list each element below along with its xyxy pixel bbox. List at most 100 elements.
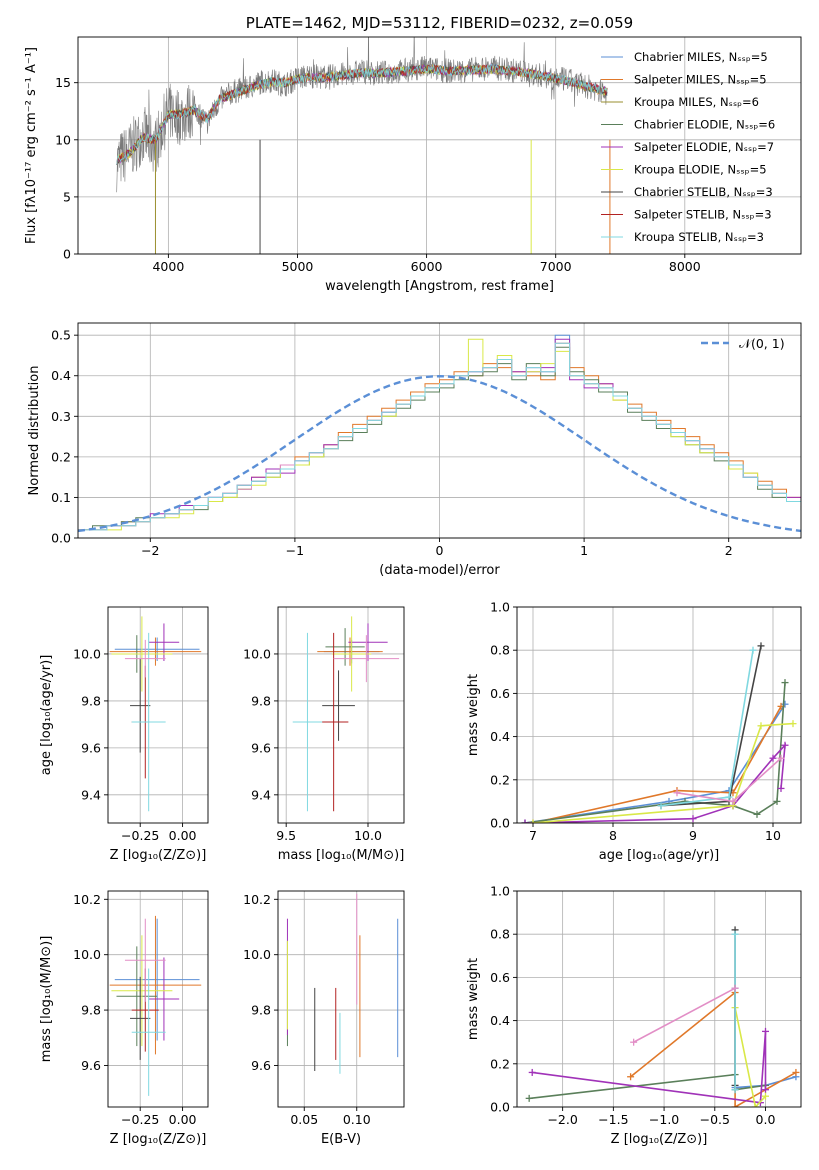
tick-label-y: 0.4 — [490, 729, 510, 744]
tick-label-x: 0.00 — [169, 828, 197, 843]
axes-frame — [516, 890, 802, 1108]
weight-line — [734, 1007, 767, 1107]
errorbar — [116, 946, 158, 1047]
tick-label-y: 9.6 — [251, 1058, 271, 1073]
weight-marker — [781, 741, 789, 749]
x-axis-label: E(B-V) — [321, 1132, 361, 1147]
tick-label-x: 10.0 — [354, 828, 382, 843]
plot-area — [116, 37, 611, 254]
weight-marker — [762, 1027, 769, 1035]
chart-age-vs-mass: 9.5 10.0 9.4 9.6 9.8 10.0 mass [log₁₀(M/M⊙)] — [243, 606, 405, 863]
tick-label-y: 0.0 — [51, 531, 71, 546]
tick-label-y: 1.0 — [490, 884, 510, 899]
chart-mass-weight-vs-age: 7 8 9 10 0.0 0.2 0.4 0.6 0.8 1.0 age [log₁₀(age/yr… — [466, 600, 802, 863]
tick-label-x: 7 — [529, 828, 537, 843]
tick-label-x: 10 — [765, 828, 781, 843]
weight-marker — [762, 1092, 769, 1100]
weight-line — [630, 990, 797, 1107]
axes-frame — [77, 36, 802, 255]
tick-label-x: −0.25 — [121, 1112, 159, 1127]
tick-label-y: 9.6 — [81, 1058, 101, 1073]
errorbar — [124, 918, 166, 1002]
weight-line — [532, 706, 782, 823]
axes-frame — [107, 890, 209, 1108]
legend-label: Chabrier STELIB, Nₛₛₚ=3 — [634, 185, 773, 199]
tick-label-y: 1.0 — [490, 600, 510, 615]
tick-label-x: −1.0 — [649, 1112, 679, 1127]
tick-label-x: −0.25 — [121, 828, 159, 843]
legend: 𝒩(0, 1) — [701, 336, 785, 351]
tick-label-y: 0.4 — [490, 1013, 510, 1028]
weight-marker — [781, 700, 789, 708]
tick-label-y: 9.8 — [81, 693, 101, 708]
tick-label-y: 10.2 — [243, 892, 271, 907]
tick-label-y: 0.3 — [51, 409, 71, 424]
tick-label-x: 0.05 — [290, 1112, 318, 1127]
ticks: 9.5 10.0 9.4 9.6 9.8 10.0 — [243, 646, 382, 843]
tick-label-y: 10.0 — [73, 646, 101, 661]
plot-area — [109, 915, 202, 1096]
grid — [278, 891, 404, 1107]
chart-mass-vs-z: −0.25 0.00 9.6 9.8 10.0 10.2 Z [log₁₀(Z/Z⊙)] ma… — [39, 890, 209, 1147]
weight-line — [529, 1073, 766, 1100]
weight-marker — [762, 1086, 769, 1094]
errorbar — [109, 915, 202, 1055]
tick-label-y: 0.6 — [490, 686, 510, 701]
weight-marker — [689, 815, 697, 823]
x-axis-label: mass [log₁₀(M/M⊙)] — [278, 848, 405, 863]
tick-label-x: 0.00 — [169, 1112, 197, 1127]
tick-label-x: 7000 — [540, 259, 572, 274]
weight-marker — [757, 722, 765, 730]
errorbar — [322, 670, 355, 741]
y-axis-label: mass [log₁₀(M/M⊙)] — [39, 936, 54, 1063]
legend-label: Kroupa ELODIE, Nₛₛₚ=5 — [634, 163, 767, 177]
legend-label: 𝒩(0, 1) — [739, 336, 785, 351]
plot-area — [286, 893, 399, 1074]
tick-label-y: 9.4 — [81, 787, 101, 802]
tick-label-y: 9.6 — [81, 740, 101, 755]
weight-marker — [792, 1068, 800, 1076]
weight-marker — [773, 797, 781, 805]
tick-label-y: 0.5 — [51, 328, 71, 343]
weight-marker — [777, 784, 785, 792]
errorbar — [292, 632, 323, 812]
tick-label-x: −1.5 — [598, 1112, 628, 1127]
ticks: −0.25 0.00 9.6 9.8 10.0 10.2 — [73, 892, 196, 1127]
weight-marker — [627, 1073, 635, 1081]
errorbar — [131, 632, 166, 812]
tick-label-y: 0.8 — [490, 643, 510, 658]
tick-label-y: 0.1 — [51, 490, 71, 505]
tick-label-y: 0.0 — [490, 816, 510, 831]
chart-mass-vs-ebv: 0.05 0.10 9.6 9.8 10.0 10.2 E(B-V) — [243, 890, 405, 1147]
weight-marker — [521, 819, 529, 823]
errorbar — [318, 632, 349, 812]
errorbar — [348, 623, 388, 661]
y-axis-label: mass weight — [466, 958, 481, 1040]
tick-label-x: 2 — [725, 543, 733, 558]
weight-marker — [757, 642, 765, 650]
weight-line — [524, 742, 787, 823]
errorbar — [325, 628, 365, 666]
y-axis-label: Normed distribution — [27, 366, 42, 496]
weight-marker — [781, 679, 789, 687]
tick-label-x: 5000 — [282, 259, 314, 274]
plot-area — [78, 334, 801, 533]
ticks: 0.05 0.10 9.6 9.8 10.0 10.2 — [243, 892, 371, 1127]
weight-marker — [789, 720, 797, 728]
weight-marker — [528, 1068, 536, 1076]
grid — [108, 607, 208, 823]
errorbar — [333, 635, 400, 683]
tick-label-y: 0.0 — [490, 1100, 510, 1115]
errorbar — [111, 935, 173, 1047]
legend-label: Kroupa STELIB, Nₛₛₚ=3 — [634, 230, 764, 244]
grid — [278, 607, 404, 823]
x-axis-label: Z [log₁₀(Z/Z⊙)] — [110, 848, 207, 863]
errorbar — [148, 957, 180, 1041]
tick-label-y: 0.2 — [490, 1056, 510, 1071]
x-axis-label: wavelength [Angstrom, rest frame] — [325, 279, 554, 294]
ticks: −2.0 −1.5 −1.0 −0.5 0.0 0.0 0.2 0.4 0.6 0.8 1.0 — [490, 884, 775, 1128]
errorbar — [111, 616, 173, 692]
weight-marker — [731, 930, 739, 938]
tick-label-y: 0.2 — [51, 449, 71, 464]
y-axis-label: mass weight — [466, 674, 481, 756]
